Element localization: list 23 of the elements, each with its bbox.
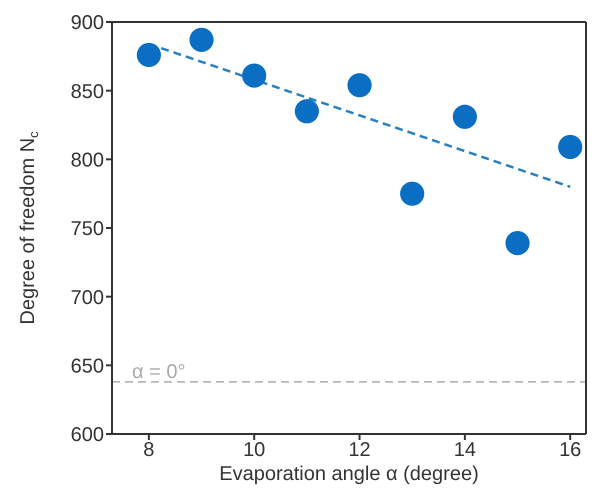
point — [400, 182, 424, 206]
x-tick-label: 12 — [348, 439, 371, 462]
point — [347, 73, 372, 98]
point — [242, 63, 266, 88]
point — [294, 99, 319, 124]
point — [505, 231, 530, 256]
x-axis-title: Evaporation angle α (degree) — [219, 463, 479, 485]
y-tick-label: 600 — [70, 424, 104, 446]
y-tick-label: 900 — [70, 12, 104, 34]
y-tick-label: 650 — [70, 355, 104, 378]
x-tick-label: 8 — [143, 439, 154, 462]
annotation: α = 0° — [132, 360, 186, 383]
x-tick-label: 10 — [243, 439, 266, 462]
point — [189, 28, 214, 52]
point — [452, 104, 477, 129]
y-tick-label: 800 — [70, 149, 104, 172]
point — [558, 134, 582, 160]
y-tick-label: 700 — [70, 286, 104, 309]
y-tick-label: 850 — [70, 80, 104, 103]
x-tick-label: 16 — [559, 439, 582, 462]
x-tick-label: 14 — [454, 439, 476, 462]
y-tick-label: 750 — [70, 218, 104, 240]
point — [136, 42, 161, 68]
